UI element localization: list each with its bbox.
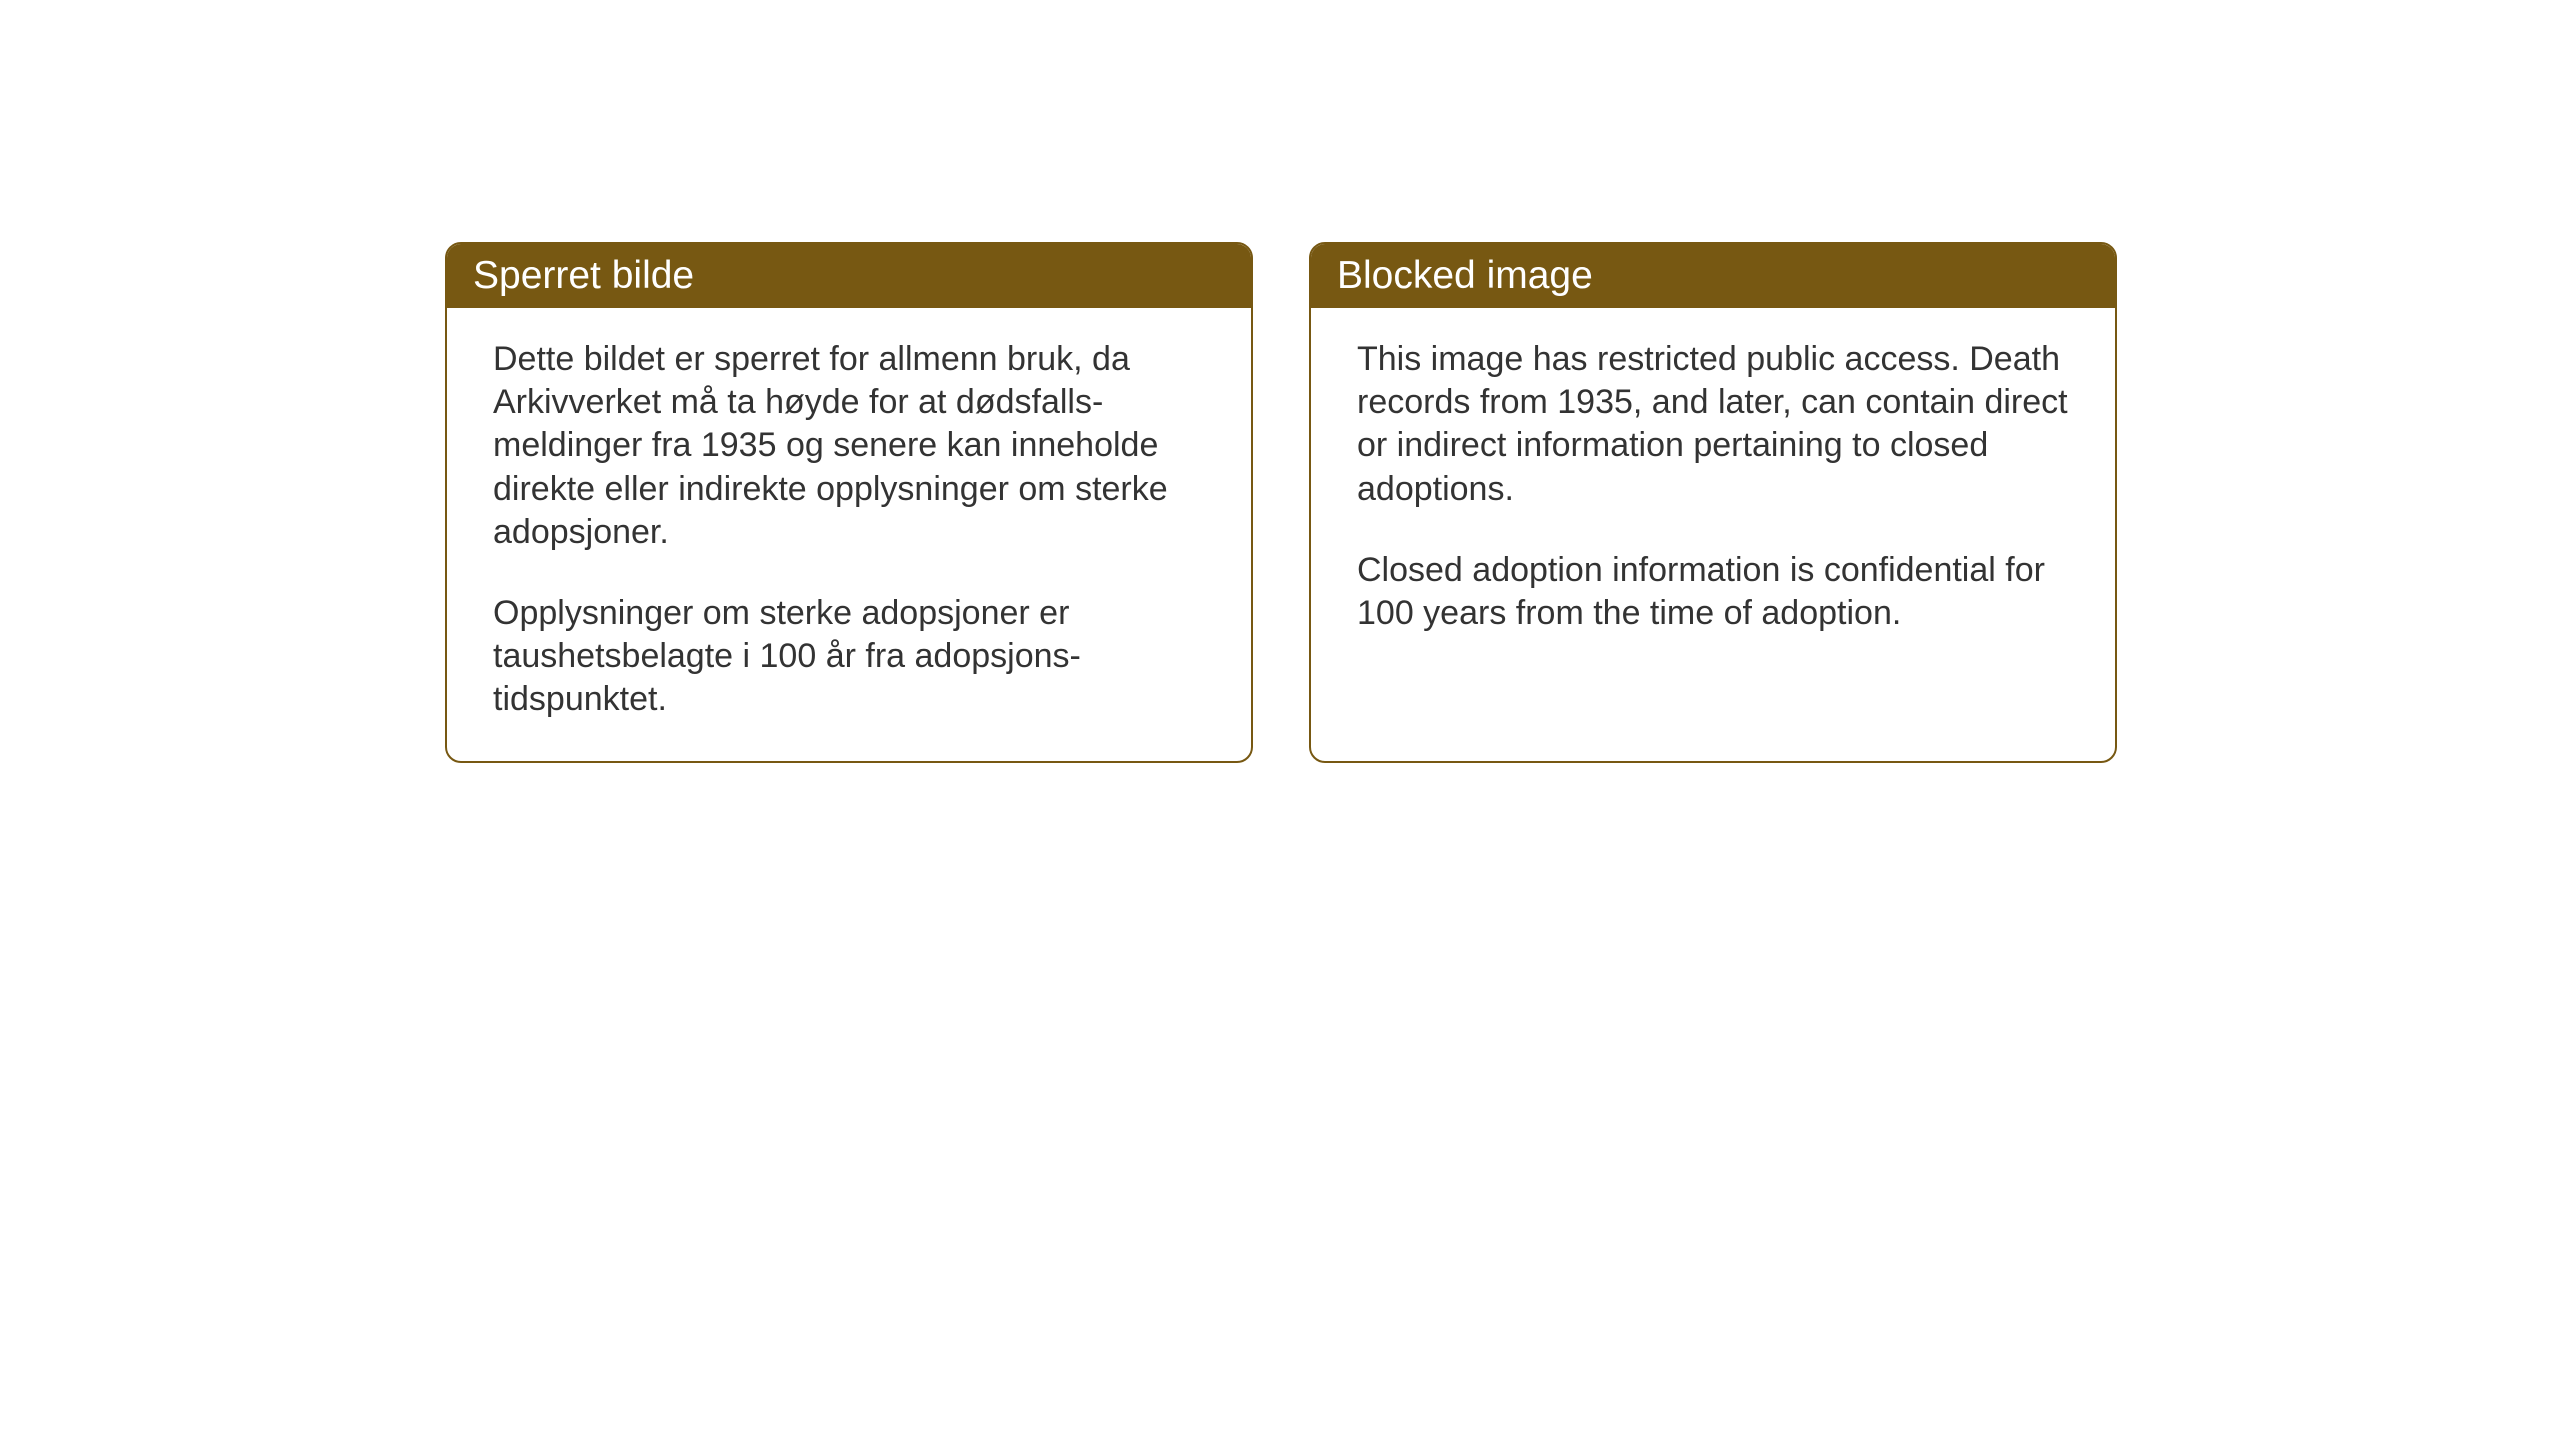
norwegian-paragraph-1: Dette bildet er sperret for allmenn bruk…	[493, 338, 1205, 554]
english-notice-title: Blocked image	[1311, 244, 2115, 308]
norwegian-notice-box: Sperret bilde Dette bildet er sperret fo…	[445, 242, 1253, 763]
norwegian-notice-title: Sperret bilde	[447, 244, 1251, 308]
english-notice-body: This image has restricted public access.…	[1311, 308, 2115, 726]
english-paragraph-1: This image has restricted public access.…	[1357, 338, 2069, 511]
norwegian-paragraph-2: Opplysninger om sterke adopsjoner er tau…	[493, 592, 1205, 722]
notice-container: Sperret bilde Dette bildet er sperret fo…	[445, 242, 2117, 763]
english-notice-box: Blocked image This image has restricted …	[1309, 242, 2117, 763]
norwegian-notice-body: Dette bildet er sperret for allmenn bruk…	[447, 308, 1251, 761]
english-paragraph-2: Closed adoption information is confident…	[1357, 549, 2069, 635]
